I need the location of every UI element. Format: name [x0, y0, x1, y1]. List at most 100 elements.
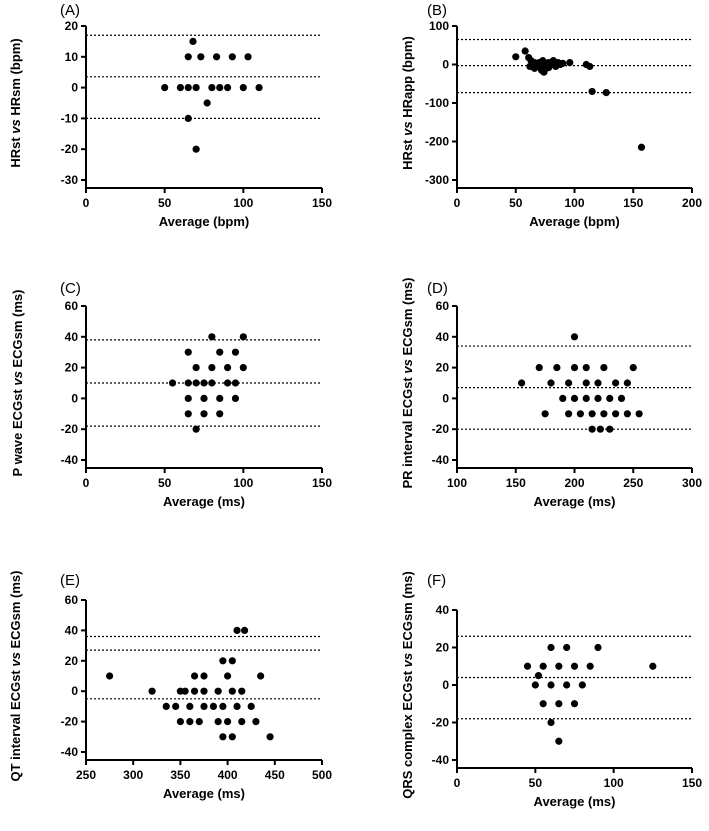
- data-point: [240, 626, 249, 635]
- data-point: [231, 348, 240, 356]
- y-tick-label: -20: [432, 422, 450, 436]
- x-tick-label: 0: [83, 196, 90, 210]
- data-point: [184, 394, 192, 402]
- x-tick-label: 150: [312, 476, 332, 490]
- chart-panel: (C) -40 -20 0 20 40 60 0 50 100 150 Average (ms) P w…: [10, 280, 332, 509]
- x-tick-label: 300: [682, 476, 702, 490]
- panel-label: (F): [427, 572, 446, 589]
- data-point: [594, 394, 602, 402]
- data-point: [588, 410, 596, 418]
- data-point: [200, 687, 208, 695]
- y-axis-title: PR interval ECGst vs ECGsm (ms): [400, 278, 415, 489]
- data-point: [588, 87, 596, 96]
- x-tick-label: 100: [447, 476, 467, 490]
- data-point: [228, 657, 236, 665]
- data-point: [540, 68, 548, 76]
- x-tick-label: 50: [509, 196, 523, 210]
- y-tick-label: 60: [65, 299, 79, 313]
- y-tick-label: 20: [65, 654, 79, 668]
- y-tick-label: -20: [61, 422, 79, 436]
- x-axis-title: Average (ms): [534, 794, 616, 809]
- data-point: [200, 379, 208, 387]
- y-tick-label: -40: [432, 453, 450, 467]
- data-point: [547, 379, 555, 387]
- y-axis-title-part: vs: [400, 121, 415, 135]
- data-point: [200, 394, 208, 402]
- y-axis-title-part: vs: [8, 119, 23, 133]
- data-point: [535, 58, 543, 67]
- data-point: [192, 364, 200, 372]
- data-point: [539, 700, 547, 708]
- y-tick-label: -10: [61, 111, 79, 125]
- data-point: [588, 425, 596, 433]
- y-axis-title-part: HRsm (bpm): [8, 38, 23, 119]
- data-point: [231, 394, 240, 402]
- data-point: [219, 657, 227, 665]
- chart-panel: (D) -40 -20 0 20 40 60 100 150 200 250 300 Average (…: [400, 278, 702, 509]
- data-point: [512, 53, 520, 61]
- data-point: [231, 379, 240, 387]
- data-point: [214, 687, 222, 695]
- x-axis-title: Average (ms): [163, 494, 245, 509]
- data-point: [233, 626, 241, 635]
- data-point: [623, 410, 631, 418]
- data-point: [172, 702, 180, 711]
- y-tick-label: 10: [65, 50, 79, 64]
- data-point: [216, 84, 224, 92]
- x-tick-label: 100: [233, 196, 253, 210]
- data-point: [228, 53, 236, 61]
- y-axis-title-part: HRst: [400, 136, 415, 170]
- data-point: [239, 84, 247, 92]
- y-tick-label: 0: [442, 391, 449, 405]
- data-point: [216, 410, 224, 418]
- data-point: [161, 84, 169, 92]
- data-point: [214, 718, 222, 726]
- data-point: [547, 643, 555, 652]
- y-tick-label: -20: [61, 715, 79, 729]
- data-point: [582, 394, 590, 402]
- x-tick-label: 300: [123, 768, 143, 782]
- y-axis-title-part: QT interval ECGst: [8, 667, 23, 782]
- x-axis-title: Average (bpm): [529, 214, 620, 229]
- y-tick-label: 40: [436, 603, 450, 617]
- data-point: [203, 99, 211, 107]
- data-point: [224, 672, 232, 680]
- y-tick-label: 60: [436, 299, 450, 313]
- data-point: [209, 702, 218, 711]
- x-tick-label: 350: [170, 768, 190, 782]
- data-point: [523, 662, 532, 670]
- data-point: [578, 681, 586, 689]
- data-point: [582, 364, 590, 372]
- x-tick-label: 450: [265, 768, 285, 782]
- data-point: [244, 53, 252, 61]
- x-tick-label: 150: [623, 196, 643, 210]
- data-point: [582, 379, 590, 387]
- y-axis-title-part: QRS complex ECGst: [400, 667, 415, 798]
- y-axis-title-part: HRapp (bpm): [400, 36, 415, 121]
- panel-label: (E): [60, 572, 80, 589]
- x-tick-label: 250: [76, 768, 96, 782]
- chart-panel: (F) -40 -20 0 20 40 0 50 100 150 Average (ms) QRS c…: [400, 571, 702, 809]
- y-tick-label: 0: [442, 678, 449, 692]
- data-point: [189, 37, 197, 46]
- data-point: [629, 364, 637, 372]
- data-point: [239, 364, 247, 372]
- data-point: [148, 687, 156, 695]
- data-point: [570, 662, 579, 670]
- data-point: [238, 687, 246, 695]
- data-point: [197, 53, 205, 61]
- y-tick-label: 40: [436, 330, 450, 344]
- y-axis-title-part: ECGsm (ms): [10, 290, 25, 372]
- data-point: [565, 379, 573, 387]
- x-tick-label: 150: [682, 776, 702, 790]
- y-tick-label: 0: [71, 391, 78, 405]
- chart-panel: (E) -40 -20 0 20 40 60 250 300 350 400 450 500 Averag…: [8, 571, 332, 801]
- data-point: [637, 143, 646, 151]
- data-point: [233, 702, 241, 711]
- data-point: [563, 643, 571, 652]
- data-point: [566, 58, 574, 67]
- x-axis-title: Average (ms): [163, 786, 245, 801]
- chart-panel: (A) -30 -20 -10 0 10 20 0 50 100 150 Average (bpm) H…: [8, 2, 332, 229]
- data-point: [518, 379, 526, 387]
- data-point: [200, 672, 208, 680]
